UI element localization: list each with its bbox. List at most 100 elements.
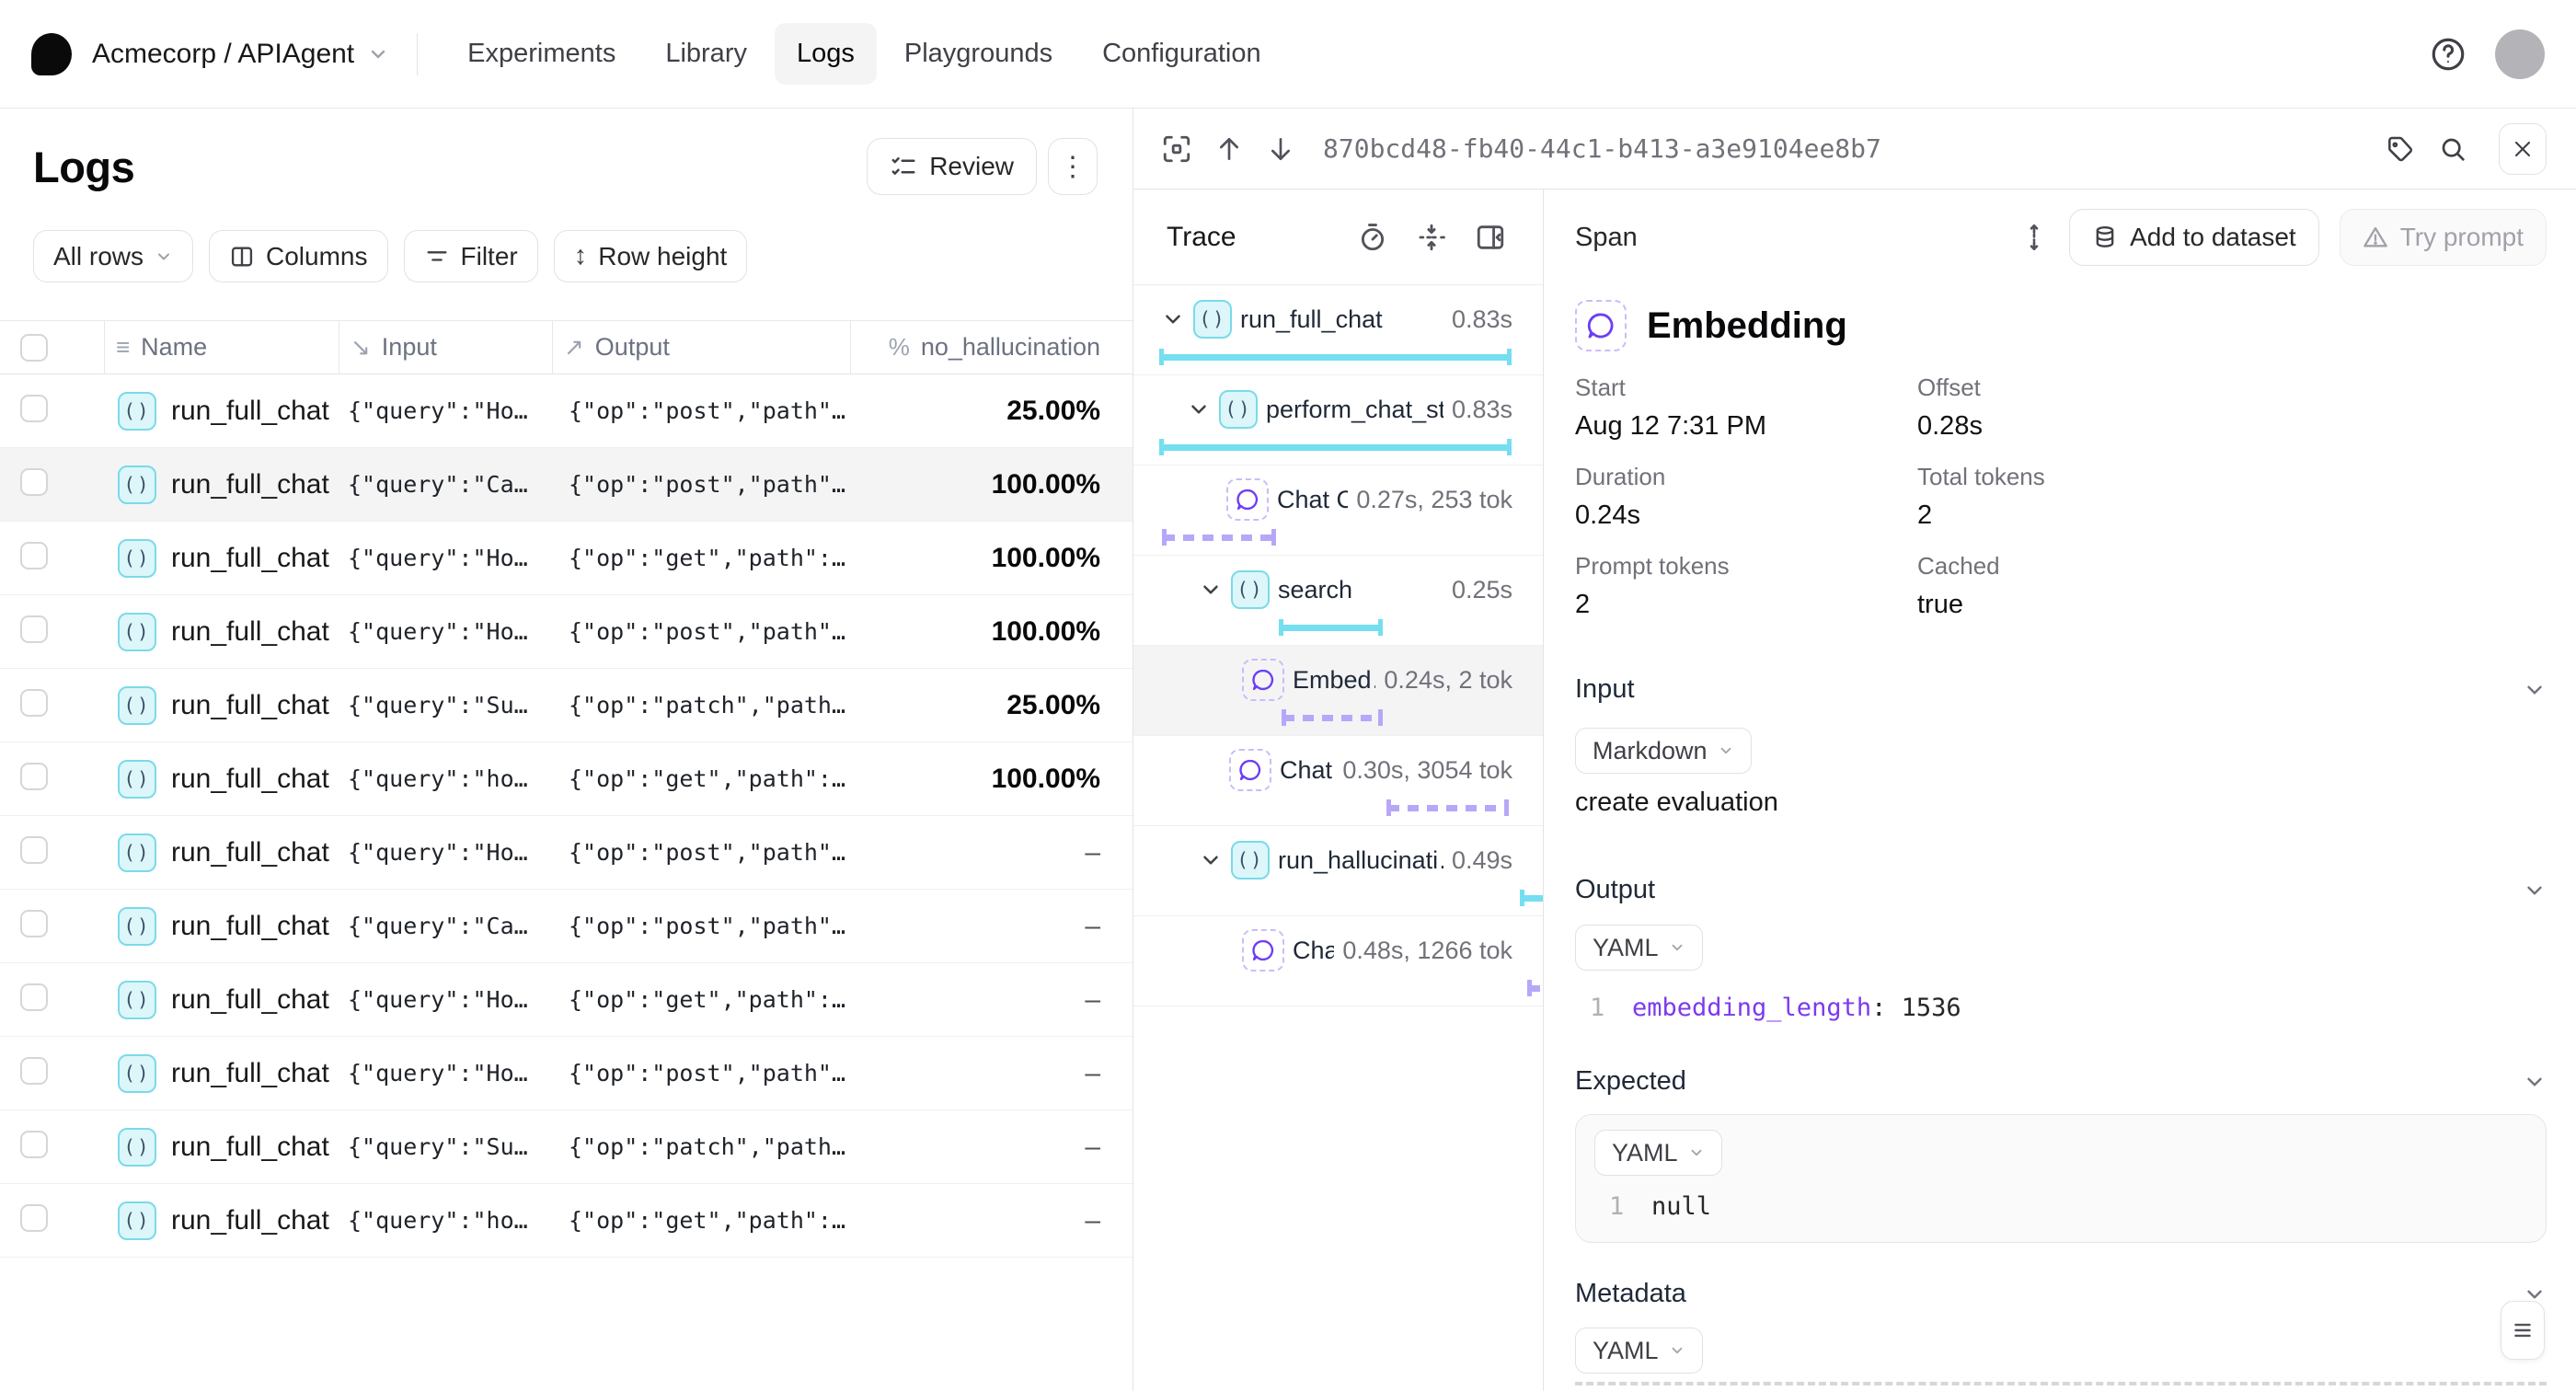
row-checkbox[interactable] (20, 689, 48, 717)
collapse-section-icon[interactable] (2523, 1282, 2547, 1306)
fullscreen-icon[interactable] (1161, 133, 1192, 165)
row-checkbox[interactable] (20, 910, 48, 937)
input-format-dropdown[interactable]: Markdown (1575, 728, 1752, 774)
expected-format-dropdown[interactable]: YAML (1594, 1130, 1722, 1176)
row-checkbox[interactable] (20, 1057, 48, 1085)
table-row[interactable]: run_full_chat {"query":"Ca… {"op":"post"… (0, 890, 1133, 963)
row-checkbox[interactable] (20, 542, 48, 569)
column-header-input[interactable]: ↘ Input (339, 321, 552, 374)
chevron-down-icon[interactable] (1161, 307, 1185, 331)
next-row-icon[interactable] (1266, 134, 1295, 164)
chevron-down-icon[interactable] (1187, 397, 1211, 421)
expected-code-line: 1 null (1594, 1192, 2546, 1221)
resize-handle-icon[interactable] (2019, 223, 2049, 252)
function-span-icon (118, 685, 156, 725)
search-icon[interactable] (2438, 134, 2467, 164)
table-row[interactable]: run_full_chat {"query":"ho… {"op":"get",… (0, 1184, 1133, 1258)
table-row[interactable]: run_full_chat {"query":"Ho… {"op":"get",… (0, 963, 1133, 1037)
row-score: – (1085, 1204, 1100, 1236)
table-row[interactable]: run_full_chat {"query":"ho… {"op":"get",… (0, 742, 1133, 816)
trace-node[interactable]: Chat … 0.30s, 3054 tok (1133, 736, 1543, 826)
chevron-down-icon[interactable] (1199, 848, 1223, 872)
column-header-output[interactable]: ↗ Output (552, 321, 850, 374)
table-row[interactable]: run_full_chat {"query":"Ca… {"op":"post"… (0, 448, 1133, 522)
llm-span-icon (1226, 478, 1269, 521)
more-options-button[interactable]: ⋮ (1048, 138, 1098, 195)
row-checkbox[interactable] (20, 1131, 48, 1158)
timer-icon[interactable] (1357, 222, 1388, 253)
help-icon[interactable] (2429, 35, 2467, 74)
trace-node[interactable]: run_full_chat 0.83s (1133, 285, 1543, 375)
app-logo-icon[interactable] (31, 32, 72, 75)
row-checkbox[interactable] (20, 468, 48, 496)
metadata-format-dropdown[interactable]: YAML (1575, 1328, 1703, 1374)
table-row[interactable]: run_full_chat {"query":"Ho… {"op":"post"… (0, 816, 1133, 890)
collapse-panel-icon[interactable] (1475, 222, 1506, 253)
rows-filter-dropdown[interactable]: All rows (33, 230, 194, 282)
try-prompt-button[interactable]: Try prompt (2339, 209, 2547, 266)
collapse-all-icon[interactable] (1416, 222, 1447, 253)
row-checkbox[interactable] (20, 763, 48, 790)
table-row[interactable]: run_full_chat {"query":"Ho… {"op":"post"… (0, 595, 1133, 669)
column-header-score[interactable]: % no_hallucination (850, 321, 1133, 374)
table-row[interactable]: run_full_chat {"query":"Ho… {"op":"post"… (0, 1037, 1133, 1110)
nav-tabs: Experiments Library Logs Playgrounds Con… (445, 23, 1282, 85)
trace-node[interactable]: Cha… 0.48s, 1266 tok (1133, 916, 1543, 1006)
table-row[interactable]: run_full_chat {"query":"Ho… {"op":"get",… (0, 522, 1133, 595)
input-arrow-icon: ↘ (351, 333, 371, 361)
tab-playgrounds[interactable]: Playgrounds (903, 39, 1053, 68)
project-switcher[interactable]: Acmecorp / APIAgent (92, 39, 389, 70)
filter-button[interactable]: Filter (403, 230, 538, 282)
add-to-dataset-button[interactable]: Add to dataset (2069, 209, 2319, 266)
timeline-bar (1159, 349, 1512, 365)
top-nav: Acmecorp / APIAgent Experiments Library … (0, 0, 2576, 109)
row-score: – (1085, 910, 1100, 941)
input-section-header: Input (1575, 674, 2547, 705)
review-button[interactable]: Review (867, 138, 1037, 195)
close-icon[interactable] (2499, 122, 2547, 175)
previous-row-icon[interactable] (1214, 134, 1244, 164)
trace-node[interactable]: Chat C… 0.27s, 253 tok (1133, 466, 1543, 556)
row-checkbox[interactable] (20, 395, 48, 422)
row-input: {"query":"Su… (348, 1133, 528, 1160)
section-label: Expected (1575, 1066, 1686, 1096)
table-row[interactable]: run_full_chat {"query":"Ho… {"op":"post"… (0, 374, 1133, 448)
chevron-down-icon[interactable] (1199, 578, 1223, 602)
columns-icon (229, 244, 255, 270)
scroll-menu-button[interactable] (2501, 1301, 2545, 1360)
table-row[interactable]: run_full_chat {"query":"Su… {"op":"patch… (0, 1110, 1133, 1184)
row-checkbox[interactable] (20, 1204, 48, 1232)
trace-node[interactable]: run_hallucinati… 0.49s (1133, 826, 1543, 916)
row-checkbox[interactable] (20, 615, 48, 643)
collapse-section-icon[interactable] (2523, 678, 2547, 702)
row-output: {"op":"post","path"… (569, 397, 846, 424)
select-all-checkbox[interactable] (20, 333, 48, 362)
tag-icon[interactable] (2385, 134, 2414, 164)
tab-library[interactable]: Library (665, 39, 747, 68)
output-arrow-icon: ↗ (564, 333, 584, 361)
span-duration: 0.25s (1451, 575, 1512, 604)
tab-logs[interactable]: Logs (774, 23, 877, 85)
column-header-name[interactable]: ≡ Name (104, 321, 339, 374)
row-height-button[interactable]: ↕ Row height (553, 230, 748, 282)
row-checkbox[interactable] (20, 983, 48, 1011)
output-format-dropdown[interactable]: YAML (1575, 925, 1703, 971)
logs-toolbar: All rows Columns Filter ↕ Row height (33, 230, 748, 282)
tab-configuration[interactable]: Configuration (1102, 39, 1261, 68)
row-output: {"op":"get","path":… (569, 1207, 846, 1234)
tab-experiments[interactable]: Experiments (467, 39, 616, 68)
user-avatar[interactable] (2495, 29, 2545, 79)
table-row[interactable]: run_full_chat {"query":"Su… {"op":"patch… (0, 669, 1133, 742)
row-checkbox[interactable] (20, 836, 48, 864)
collapse-section-icon[interactable] (2523, 879, 2547, 902)
row-output: {"op":"post","path"… (569, 839, 846, 866)
stat-total-tokens: Total tokens 2 (1917, 463, 2045, 530)
collapse-section-icon[interactable] (2523, 1070, 2547, 1094)
trace-panel: Trace (1133, 190, 1544, 1391)
row-input: {"query":"Ho… (348, 618, 528, 645)
trace-node[interactable]: search 0.25s (1133, 556, 1543, 646)
columns-button[interactable]: Columns (209, 230, 388, 282)
trace-node[interactable]: Embed… 0.24s, 2 tok (1133, 646, 1543, 736)
trace-detail-header: 870bcd48-fb40-44c1-b413-a3e9104ee8b7 (1133, 109, 2576, 190)
trace-node[interactable]: perform_chat_st… 0.83s (1133, 375, 1543, 466)
